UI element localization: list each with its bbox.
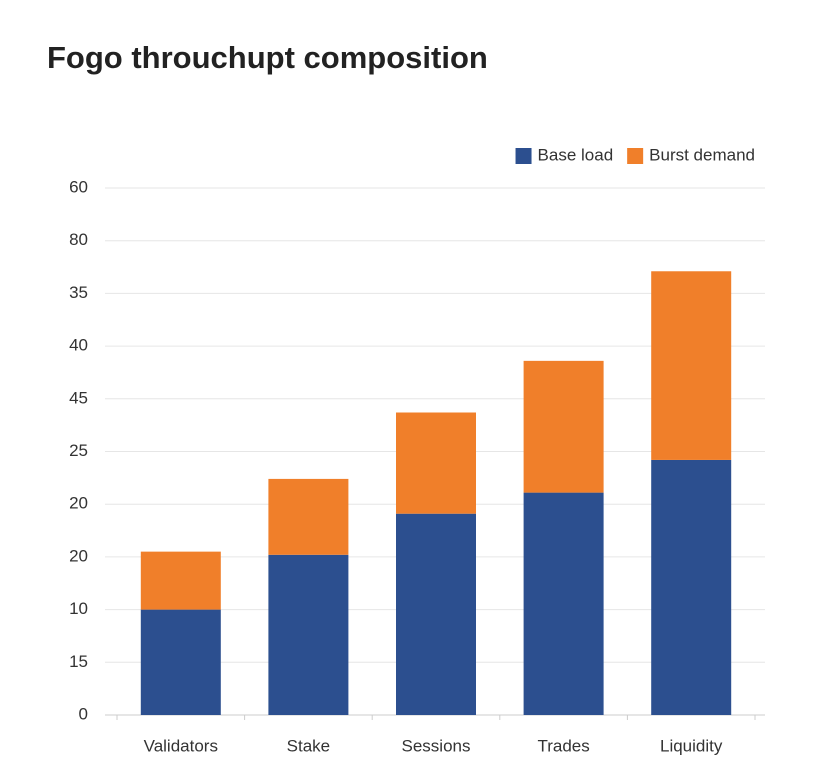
y-tick-label: 45 xyxy=(69,388,88,407)
bar-segment xyxy=(140,551,221,610)
y-tick-label: 25 xyxy=(69,441,88,460)
x-tick-label: Trades xyxy=(537,736,589,755)
bar-segment xyxy=(523,360,604,493)
y-tick-label: 20 xyxy=(69,546,88,565)
y-tick-label: 80 xyxy=(69,230,88,249)
bar-segment xyxy=(268,554,349,715)
y-tick-label: 40 xyxy=(69,336,88,355)
bar-segment xyxy=(651,271,732,460)
x-tick-label: Sessions xyxy=(402,736,471,755)
x-tick-label: Stake xyxy=(287,736,330,755)
y-tick-label: 15 xyxy=(69,652,88,671)
legend-label: Base load xyxy=(538,145,614,164)
legend-label: Burst demand xyxy=(649,145,755,164)
bar-segment xyxy=(523,492,604,715)
bar-segment xyxy=(651,459,732,715)
y-tick-label: 20 xyxy=(69,494,88,513)
bar-segment xyxy=(268,478,349,555)
x-tick-label: Validators xyxy=(144,736,218,755)
bar-segment xyxy=(396,412,476,514)
y-tick-label: 0 xyxy=(79,704,88,723)
y-tick-label: 60 xyxy=(69,177,88,196)
chart-title: Fogo throuchupt composition xyxy=(47,40,488,75)
legend-swatch xyxy=(515,148,532,164)
bar-segment xyxy=(140,609,221,715)
bar-segment xyxy=(396,513,476,715)
x-tick-label: Liquidity xyxy=(660,736,723,755)
legend-swatch xyxy=(627,148,644,164)
y-tick-label: 35 xyxy=(69,283,88,302)
y-tick-label: 10 xyxy=(69,599,88,618)
